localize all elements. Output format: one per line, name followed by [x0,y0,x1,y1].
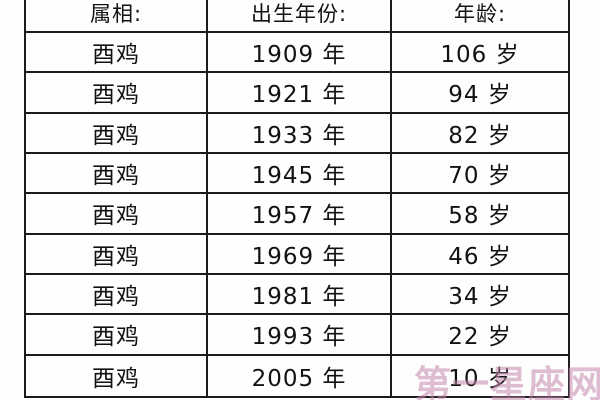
year-cell: 1933 年 [208,113,392,154]
zodiac-cell: 酉鸡 [26,355,208,396]
year-cell: 1993 年 [208,315,392,356]
zodiac-cell: 酉鸡 [26,274,208,316]
age-cell: 82 岁 [392,114,568,154]
zodiac-cell: 酉鸡 [26,113,208,154]
zodiac-cell: 酉鸡 [26,315,208,356]
year-cell: 1945 年 [208,153,392,195]
year-cell: 2005 年 [208,355,392,396]
year-cell: 1969 年 [208,234,392,275]
year-cell: 1909 年 [208,33,392,74]
zodiac-age-table: 属相: 出生年份: 年龄: 酉鸡 1909 年 106 岁 酉鸡 1921 年 … [24,0,570,398]
zodiac-cell: 酉鸡 [26,153,208,195]
age-cell: 10 岁 [448,365,512,392]
zodiac-cell: 酉鸡 [26,33,208,74]
header-cell-zodiac: 属相: [26,0,208,33]
age-cell: 34 岁 [392,275,568,316]
age-cell: 58 岁 [392,194,568,235]
age-cell: 94 岁 [392,73,568,114]
year-cell: 1921 年 [208,73,392,114]
zodiac-cell: 酉鸡 [26,73,208,114]
age-cell: 70 岁 [392,154,568,195]
zodiac-cell: 酉鸡 [26,234,208,275]
year-cell: 1957 年 [208,194,392,235]
year-cell: 1981 年 [208,274,392,316]
age-cell: 22 岁 [392,315,568,356]
zodiac-cell: 酉鸡 [26,194,208,235]
age-cell: 46 岁 [392,235,568,275]
header-cell-birth-year: 出生年份: [208,0,392,33]
age-cell: 106 岁 [392,33,568,74]
header-cell-age: 年龄: [392,0,568,33]
